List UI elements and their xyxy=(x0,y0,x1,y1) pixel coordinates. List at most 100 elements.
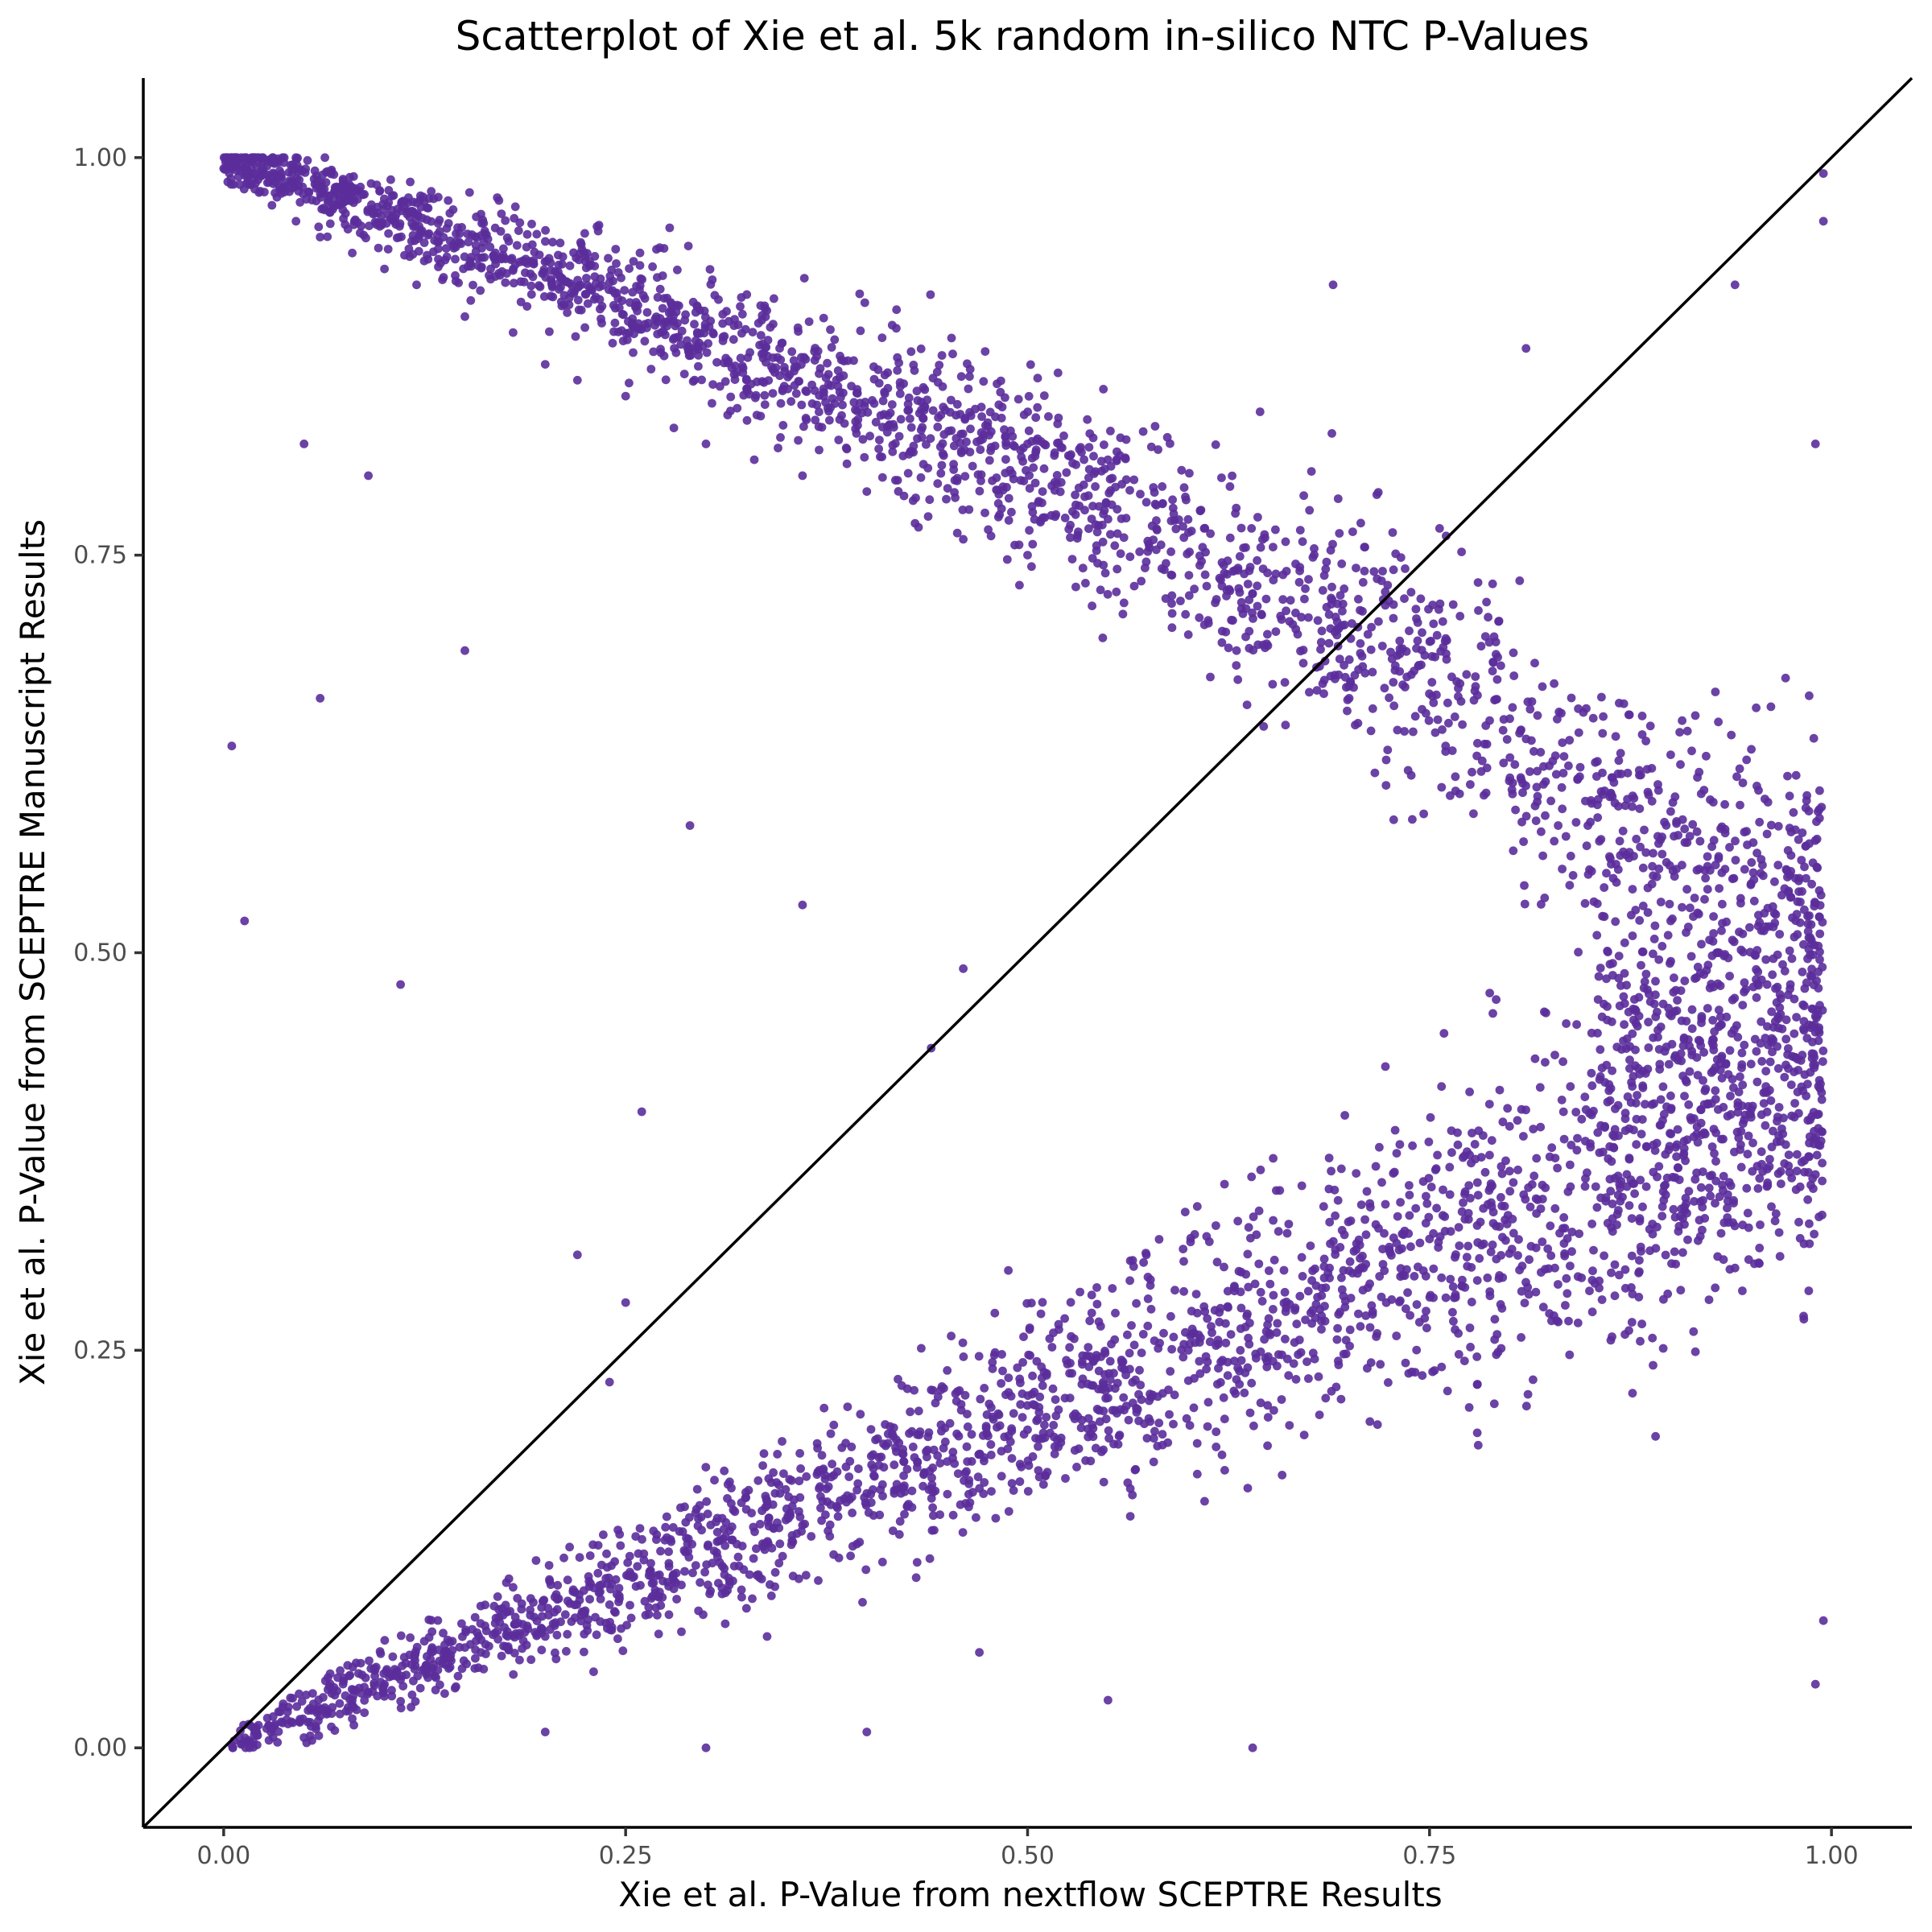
data-point xyxy=(1753,967,1763,976)
data-point xyxy=(1464,1403,1474,1412)
data-point xyxy=(1561,1301,1570,1310)
data-point xyxy=(1281,537,1290,547)
data-point xyxy=(742,415,752,425)
data-point xyxy=(375,186,385,196)
data-point xyxy=(546,291,555,301)
data-point xyxy=(1814,1075,1824,1085)
data-point xyxy=(1735,927,1744,937)
data-point xyxy=(1439,1029,1449,1038)
data-point xyxy=(1652,1138,1662,1148)
data-point xyxy=(1711,861,1720,869)
data-point xyxy=(1810,1027,1820,1037)
data-point xyxy=(1303,1286,1313,1296)
data-point xyxy=(1080,455,1088,464)
data-point xyxy=(1264,1352,1273,1361)
data-point xyxy=(681,310,690,320)
data-point xyxy=(1687,1005,1697,1014)
data-point xyxy=(1630,995,1639,1004)
data-point xyxy=(609,276,617,286)
data-point xyxy=(1389,565,1398,575)
data-point xyxy=(223,177,233,187)
data-point xyxy=(1408,1141,1417,1150)
data-point xyxy=(1269,1216,1278,1225)
data-point xyxy=(874,444,883,453)
data-point xyxy=(1146,1281,1155,1290)
data-point xyxy=(817,1451,827,1460)
data-point xyxy=(1298,1272,1307,1281)
data-point xyxy=(1153,1442,1162,1451)
data-point xyxy=(440,1689,449,1699)
data-point xyxy=(1331,1382,1341,1392)
data-point xyxy=(749,1522,758,1532)
data-point xyxy=(1442,649,1451,658)
data-point xyxy=(1647,879,1657,889)
data-point xyxy=(1166,547,1175,556)
data-point xyxy=(1778,1129,1788,1138)
data-point xyxy=(1050,448,1059,457)
data-point xyxy=(423,204,433,213)
data-point xyxy=(1400,594,1409,603)
data-point xyxy=(558,252,568,262)
data-point xyxy=(1004,1507,1013,1516)
data-point xyxy=(720,1466,729,1476)
data-point xyxy=(1100,568,1110,578)
data-point xyxy=(976,1394,985,1404)
data-point xyxy=(1683,1235,1692,1245)
data-point xyxy=(1627,1251,1637,1261)
data-point xyxy=(1039,391,1049,400)
data-point xyxy=(1715,884,1724,893)
data-point xyxy=(365,1656,374,1666)
data-point xyxy=(997,413,1006,423)
data-point xyxy=(1430,1366,1439,1375)
data-point xyxy=(1352,1169,1361,1178)
data-point xyxy=(990,1308,1000,1318)
data-point xyxy=(406,1633,415,1642)
data-point xyxy=(1263,1401,1273,1410)
data-point xyxy=(1453,1140,1463,1150)
data-point xyxy=(1513,1251,1522,1260)
data-point xyxy=(943,484,952,493)
data-point xyxy=(1024,1350,1034,1360)
data-point xyxy=(1517,725,1525,734)
data-point xyxy=(661,330,670,340)
data-point xyxy=(1818,1210,1827,1220)
data-point xyxy=(590,272,600,281)
data-point xyxy=(673,319,682,328)
data-point xyxy=(1339,1291,1348,1301)
data-point xyxy=(1802,873,1810,883)
data-point xyxy=(527,240,537,250)
data-point xyxy=(1612,1209,1622,1219)
data-point xyxy=(1619,1036,1628,1046)
data-point xyxy=(426,1654,436,1664)
data-point xyxy=(1805,1138,1814,1148)
data-point xyxy=(1793,1150,1802,1159)
data-point xyxy=(1096,585,1105,595)
data-point xyxy=(1524,1183,1533,1192)
data-point xyxy=(1403,1288,1412,1298)
data-point xyxy=(1383,745,1393,754)
data-point xyxy=(1736,1145,1745,1154)
data-point xyxy=(1424,605,1433,614)
data-point xyxy=(1462,670,1472,679)
data-point xyxy=(1672,1140,1682,1150)
data-point xyxy=(1263,1413,1273,1422)
data-point xyxy=(1784,1161,1794,1170)
data-point xyxy=(1631,1045,1640,1055)
data-point xyxy=(1806,1115,1814,1125)
data-point xyxy=(1637,730,1647,739)
data-point xyxy=(1635,1267,1644,1276)
data-point xyxy=(1031,445,1041,455)
data-point xyxy=(1459,1198,1468,1208)
data-point xyxy=(964,1502,973,1512)
data-point xyxy=(1308,1306,1318,1315)
data-point xyxy=(396,1631,406,1641)
data-point xyxy=(1517,1286,1526,1296)
data-point xyxy=(1716,1054,1726,1063)
data-point xyxy=(1033,374,1042,383)
data-point xyxy=(1100,1386,1110,1395)
data-point xyxy=(1046,1428,1055,1438)
data-point xyxy=(1777,890,1786,900)
data-point xyxy=(1523,1389,1533,1399)
data-point xyxy=(1235,551,1245,561)
data-point xyxy=(1472,1428,1482,1438)
